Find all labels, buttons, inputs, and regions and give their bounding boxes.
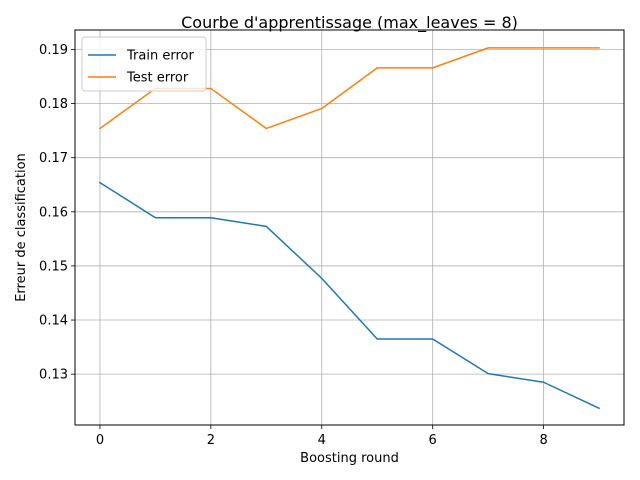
x-tick-label: 4 bbox=[318, 433, 326, 448]
y-tick-label: 0.13 bbox=[39, 368, 68, 383]
y-tick-label: 0.15 bbox=[39, 259, 68, 274]
x-tick-label: 2 bbox=[207, 433, 215, 448]
y-axis-ticks: 0.13 0.14 0.15 0.16 0.17 0.18 0.19 bbox=[39, 43, 75, 383]
chart-title: Courbe d'apprentissage (max_leaves = 8) bbox=[181, 13, 518, 33]
plot-frame bbox=[74, 29, 625, 426]
legend-label-test-error: Test error bbox=[126, 71, 189, 86]
y-tick-label: 0.16 bbox=[39, 205, 68, 220]
y-tick-label: 0.19 bbox=[39, 43, 68, 58]
y-tick-label: 0.18 bbox=[39, 97, 68, 112]
grid-lines bbox=[75, 30, 624, 425]
y-tick-label: 0.17 bbox=[39, 151, 68, 166]
legend-label-train-error: Train error bbox=[126, 49, 194, 64]
series-line-train-error bbox=[98, 181, 601, 410]
x-tick-label: 8 bbox=[539, 433, 547, 448]
y-tick-label: 0.14 bbox=[39, 314, 68, 329]
x-tick-label: 0 bbox=[96, 433, 104, 448]
x-axis-ticks: 0 2 4 6 8 bbox=[96, 425, 548, 448]
legend: Train error Test error bbox=[81, 36, 207, 92]
x-axis-label: Boosting round bbox=[300, 451, 399, 466]
y-axis-label: Erreur de classification bbox=[14, 153, 29, 302]
x-tick-label: 6 bbox=[429, 433, 437, 448]
